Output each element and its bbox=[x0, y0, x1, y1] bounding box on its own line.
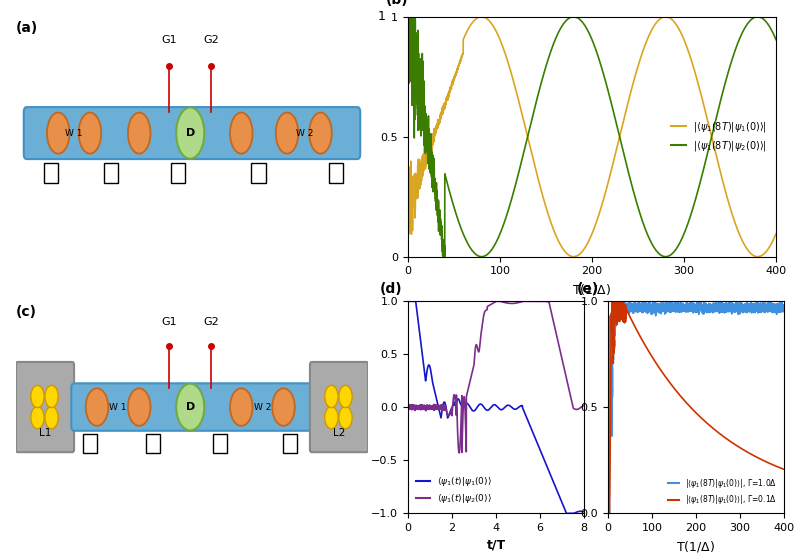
Text: (e): (e) bbox=[576, 282, 598, 296]
FancyBboxPatch shape bbox=[329, 163, 343, 184]
Circle shape bbox=[47, 113, 70, 153]
FancyBboxPatch shape bbox=[82, 434, 97, 453]
Circle shape bbox=[30, 406, 44, 429]
Text: W 1: W 1 bbox=[110, 402, 127, 412]
Circle shape bbox=[230, 113, 253, 153]
FancyBboxPatch shape bbox=[44, 163, 58, 184]
Text: (a): (a) bbox=[16, 21, 38, 35]
Circle shape bbox=[45, 386, 58, 408]
Text: 1: 1 bbox=[378, 10, 386, 23]
Circle shape bbox=[176, 107, 204, 158]
Circle shape bbox=[45, 406, 58, 429]
Circle shape bbox=[338, 386, 352, 408]
Circle shape bbox=[325, 386, 338, 408]
Legend: $|\langle\psi_1(8T)|\psi_1(0)\rangle|$, $\Gamma$=1.0$\Delta$, $|\langle\psi_1(8T: $|\langle\psi_1(8T)|\psi_1(0)\rangle|$, … bbox=[665, 474, 780, 509]
Text: D: D bbox=[186, 128, 195, 138]
FancyBboxPatch shape bbox=[24, 107, 360, 159]
Text: G1: G1 bbox=[162, 317, 177, 327]
FancyBboxPatch shape bbox=[146, 434, 160, 453]
Text: L1: L1 bbox=[39, 429, 51, 439]
Text: (d): (d) bbox=[380, 282, 402, 296]
Circle shape bbox=[230, 388, 253, 426]
Circle shape bbox=[176, 384, 204, 431]
FancyBboxPatch shape bbox=[251, 163, 266, 184]
Text: W 2: W 2 bbox=[296, 128, 314, 138]
Text: G2: G2 bbox=[203, 35, 219, 45]
Legend: $\langle\psi_1(t)|\psi_1(0)\rangle$, $\langle\psi_1(t)|\psi_2(0)\rangle$: $\langle\psi_1(t)|\psi_1(0)\rangle$, $\l… bbox=[413, 471, 495, 509]
FancyBboxPatch shape bbox=[16, 362, 74, 452]
Text: L2: L2 bbox=[333, 429, 346, 439]
Circle shape bbox=[325, 406, 338, 429]
FancyBboxPatch shape bbox=[310, 362, 368, 452]
X-axis label: t/T: t/T bbox=[486, 538, 506, 552]
Text: (c): (c) bbox=[16, 305, 37, 319]
FancyBboxPatch shape bbox=[283, 434, 298, 453]
Text: (b): (b) bbox=[386, 0, 409, 7]
Text: D: D bbox=[186, 402, 195, 412]
Circle shape bbox=[272, 388, 294, 426]
Text: W 2: W 2 bbox=[254, 402, 271, 412]
X-axis label: T(1/$\Delta$): T(1/$\Delta$) bbox=[677, 538, 715, 554]
FancyBboxPatch shape bbox=[104, 163, 118, 184]
FancyBboxPatch shape bbox=[71, 383, 313, 431]
Circle shape bbox=[30, 386, 44, 408]
Circle shape bbox=[310, 113, 332, 153]
Text: W 1: W 1 bbox=[66, 128, 83, 138]
FancyBboxPatch shape bbox=[170, 163, 185, 184]
Text: G1: G1 bbox=[162, 35, 177, 45]
Circle shape bbox=[78, 113, 101, 153]
Text: G2: G2 bbox=[203, 317, 219, 327]
Circle shape bbox=[276, 113, 298, 153]
Circle shape bbox=[128, 113, 150, 153]
Circle shape bbox=[338, 406, 352, 429]
FancyBboxPatch shape bbox=[213, 434, 227, 453]
X-axis label: T(1/$\Delta$): T(1/$\Delta$) bbox=[573, 282, 611, 297]
Circle shape bbox=[86, 388, 108, 426]
Circle shape bbox=[128, 388, 150, 426]
Legend: $|\langle\psi_1(8T)|\psi_1(0)\rangle|$, $|\langle\psi_1(8T)|\psi_2(0)\rangle|$: $|\langle\psi_1(8T)|\psi_1(0)\rangle|$, … bbox=[667, 117, 771, 157]
